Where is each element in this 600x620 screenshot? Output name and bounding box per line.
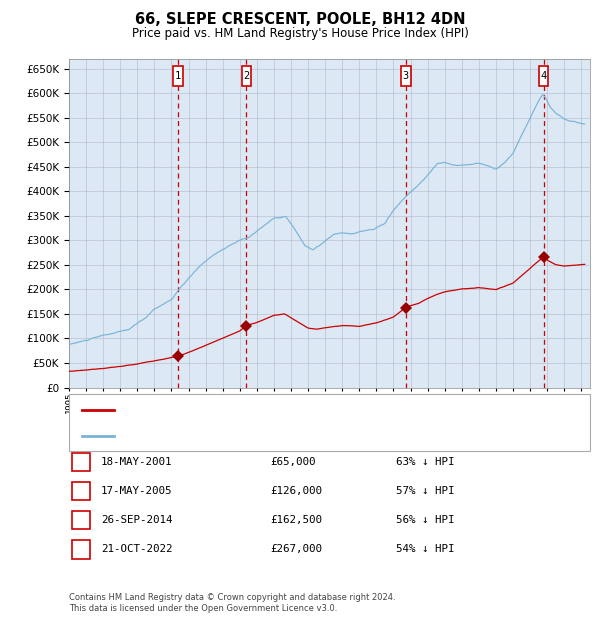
Text: 57% ↓ HPI: 57% ↓ HPI (396, 486, 455, 496)
Text: 2: 2 (243, 71, 250, 81)
Text: 3: 3 (78, 515, 84, 525)
Text: 2: 2 (78, 486, 84, 496)
Text: 18-MAY-2001: 18-MAY-2001 (101, 457, 172, 467)
Bar (539, 66, 548, 86)
Bar (401, 66, 410, 86)
Text: 17-MAY-2005: 17-MAY-2005 (101, 486, 172, 496)
Text: 21-OCT-2022: 21-OCT-2022 (101, 544, 172, 554)
Text: 66, SLEPE CRESCENT, POOLE, BH12 4DN (detached house): 66, SLEPE CRESCENT, POOLE, BH12 4DN (det… (121, 405, 427, 415)
Text: 26-SEP-2014: 26-SEP-2014 (101, 515, 172, 525)
Text: 63% ↓ HPI: 63% ↓ HPI (396, 457, 455, 467)
Text: £267,000: £267,000 (270, 544, 322, 554)
Text: 1: 1 (78, 457, 84, 467)
Text: £162,500: £162,500 (270, 515, 322, 525)
Bar (173, 66, 182, 86)
Text: 3: 3 (403, 71, 409, 81)
Text: £126,000: £126,000 (270, 486, 322, 496)
Text: 66, SLEPE CRESCENT, POOLE, BH12 4DN: 66, SLEPE CRESCENT, POOLE, BH12 4DN (135, 12, 465, 27)
Text: 56% ↓ HPI: 56% ↓ HPI (396, 515, 455, 525)
Text: 54% ↓ HPI: 54% ↓ HPI (396, 544, 455, 554)
Text: 4: 4 (78, 544, 84, 554)
Text: Contains HM Land Registry data © Crown copyright and database right 2024.
This d: Contains HM Land Registry data © Crown c… (69, 593, 395, 613)
Text: HPI: Average price, detached house, Bournemouth Christchurch and Poole: HPI: Average price, detached house, Bour… (121, 431, 532, 441)
Text: Price paid vs. HM Land Registry's House Price Index (HPI): Price paid vs. HM Land Registry's House … (131, 27, 469, 40)
Bar (242, 66, 251, 86)
Text: 1: 1 (175, 71, 181, 81)
Text: 4: 4 (541, 71, 547, 81)
Text: £65,000: £65,000 (270, 457, 316, 467)
